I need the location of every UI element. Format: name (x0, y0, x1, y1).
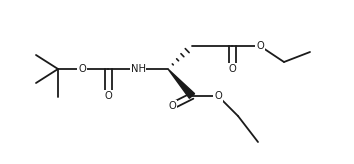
Polygon shape (168, 69, 195, 98)
Text: NH: NH (131, 64, 145, 74)
Text: O: O (256, 41, 264, 51)
Text: O: O (78, 64, 86, 74)
Text: O: O (214, 91, 222, 101)
Text: O: O (168, 101, 176, 111)
Text: O: O (228, 64, 236, 74)
Text: O: O (104, 91, 112, 101)
